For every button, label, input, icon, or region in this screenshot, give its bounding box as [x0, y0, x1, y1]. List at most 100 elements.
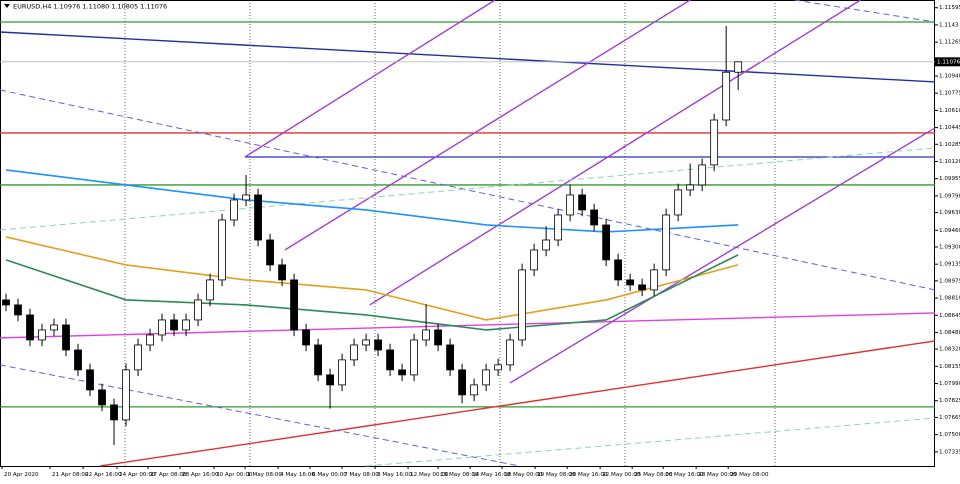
candle-body — [74, 349, 82, 371]
candle-body — [398, 369, 406, 376]
y-tick-label: 1.09955 — [939, 176, 960, 182]
y-tick-label: 1.09135 — [939, 262, 960, 268]
trendline — [366, 417, 936, 467]
candle-body — [2, 299, 10, 306]
candle-body — [26, 314, 34, 341]
x-tick-label: 24 Apr 00:00 — [119, 472, 156, 478]
y-tick-label: 1.08155 — [939, 364, 960, 370]
trendline — [369, 0, 861, 306]
x-tick-label: 4 May 16:00 — [280, 472, 315, 478]
x-tick-label: 8 May 16:00 — [377, 472, 412, 478]
candle-body — [662, 214, 671, 271]
y-tick-label: 1.10940 — [939, 73, 960, 79]
trendline — [509, 127, 936, 384]
x-tick-label: 28 May 00:00 — [698, 472, 737, 478]
candle-body — [530, 249, 539, 271]
candle-body — [686, 184, 695, 191]
candle-body — [230, 199, 238, 221]
y-tick-label: 1.09630 — [939, 210, 960, 216]
y-tick-label: 1.07500 — [939, 432, 960, 438]
candle-body — [242, 194, 250, 201]
moving-average — [5, 236, 739, 321]
y-tick-label: 1.11595 — [939, 5, 960, 11]
x-tick-label: 29 May 08:00 — [730, 472, 769, 478]
y-tick-label: 1.08320 — [939, 347, 960, 353]
x-tick-label: 18 May 00:00 — [504, 472, 543, 478]
candle-body — [506, 339, 515, 366]
candle-body — [590, 209, 599, 226]
candle-body — [494, 364, 503, 371]
y-tick-label: 1.07990 — [939, 381, 960, 387]
candle-body — [86, 369, 94, 391]
x-tick-label: 26 May 16:00 — [665, 472, 704, 478]
candle-body — [542, 239, 551, 251]
candle-body — [674, 189, 683, 216]
last-price-label: 1.11076 — [937, 59, 960, 65]
candle-body — [338, 359, 346, 386]
candle-body — [470, 384, 479, 396]
candle-body — [518, 269, 527, 341]
x-tick-label: 28 Apr 16:00 — [182, 472, 219, 478]
candle-body — [14, 304, 22, 316]
x-tick-label: 20 May 16:00 — [569, 472, 608, 478]
y-tick-label: 1.10445 — [939, 125, 960, 131]
candle-body — [710, 119, 719, 166]
x-tick-label: 20 Apr 2020 — [4, 472, 39, 478]
candle-body — [614, 259, 623, 281]
candle-body — [650, 269, 659, 291]
y-tick-label: 1.08975 — [939, 278, 960, 284]
candle-body — [50, 324, 58, 331]
candle-body — [362, 339, 370, 346]
x-tick-label: 22 May 00:00 — [602, 472, 641, 478]
candle-body — [278, 264, 286, 281]
trendline — [794, 0, 936, 23]
candle-body — [410, 339, 418, 376]
candle-body — [290, 279, 298, 331]
y-tick-label: 1.09300 — [939, 244, 960, 250]
candle-body — [458, 369, 466, 396]
candle-body — [206, 279, 214, 301]
candle-body — [266, 239, 274, 266]
x-tick-label: 30 Apr 00:00 — [216, 472, 253, 478]
candle-body — [254, 194, 262, 241]
candle-body — [434, 329, 442, 346]
candle-body — [698, 164, 707, 186]
trendline — [244, 0, 496, 158]
candle-body — [98, 389, 106, 406]
candle-body — [110, 404, 118, 421]
candle-body — [314, 344, 322, 376]
x-tick-label: 7 May 08:00 — [344, 472, 379, 478]
x-tick-label: 27 Apr 08:00 — [150, 472, 187, 478]
x-tick-label: 14 May 16:00 — [472, 472, 511, 478]
candle-body — [734, 61, 743, 73]
y-tick-label: 1.10285 — [939, 142, 960, 148]
candle-body — [170, 319, 178, 331]
candle-body — [62, 324, 70, 351]
plot-frame — [0, 0, 935, 467]
candle-body — [302, 329, 310, 346]
moving-average — [5, 254, 739, 331]
y-tick-label: 1.08645 — [939, 313, 960, 319]
candle-body — [554, 214, 563, 241]
trendline — [0, 147, 936, 231]
x-tick-label: 21 Apr 08:00 — [52, 472, 89, 478]
x-tick-label: 25 May 08:00 — [634, 472, 673, 478]
chart-title: EURUSD,H4 1.10976 1.11080 1.10805 1.1107… — [13, 3, 167, 11]
x-tick-label: 22 Apr 16:00 — [85, 472, 122, 478]
candle-body — [638, 284, 647, 291]
candle-body — [422, 329, 430, 341]
y-tick-label: 1.10120 — [939, 159, 960, 165]
candle-body — [146, 334, 154, 346]
x-tick-label: 6 May 00:00 — [312, 472, 347, 478]
candle-body — [566, 194, 575, 216]
x-tick-label: 19 May 08:00 — [537, 472, 576, 478]
y-tick-label: 1.08480 — [939, 330, 960, 336]
candle-body — [446, 344, 454, 371]
y-tick-label: 1.08810 — [939, 296, 960, 302]
candle-body — [218, 219, 226, 281]
candle-body — [626, 279, 635, 286]
y-tick-label: 1.07665 — [939, 415, 960, 421]
y-tick-label: 1.1143 — [939, 22, 959, 28]
candle-body — [158, 319, 166, 336]
